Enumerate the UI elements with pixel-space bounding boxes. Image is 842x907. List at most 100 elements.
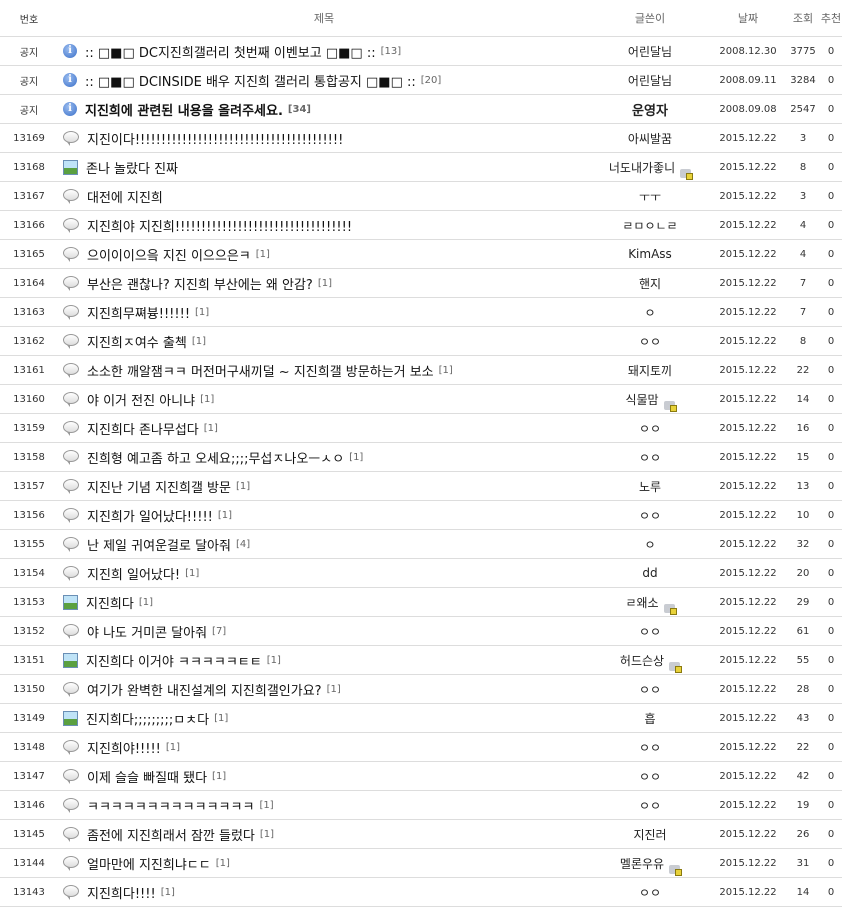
post-title-link[interactable]: 지진희에 관련된 내용을 올려주세요. <box>85 103 283 119</box>
comment-count[interactable]: [1] <box>203 422 218 434</box>
comment-count[interactable]: [1] <box>349 451 364 463</box>
writer-name[interactable]: ㅇㅇ <box>638 624 662 639</box>
writer-name[interactable]: 어린달님 <box>627 44 673 59</box>
table-row: 13161 소소한 깨알잼ㅋㅋ 머전머구새끼덜 ~ 지진희갤 방문하는거 보소 [1… <box>0 355 842 385</box>
post-title-link[interactable]: 소소한 깨알잼ㅋㅋ 머전머구새끼덜 ~ 지진희갤 방문하는거 보소 <box>87 364 434 380</box>
comment-count[interactable]: [1] <box>200 393 215 405</box>
post-title-link[interactable]: 진지희다;;;;;;;;;ㅁㅊ다 <box>86 712 210 728</box>
post-title-link[interactable]: 지진희 일어났다! <box>87 567 181 583</box>
post-title-link[interactable]: 지진희다 존나무섭다 <box>87 422 199 438</box>
writer-name[interactable]: dd <box>642 566 658 580</box>
writer-name[interactable]: 허드슨상 <box>619 653 665 668</box>
comment-count[interactable]: [1] <box>160 886 175 898</box>
post-date: 2015.12.22 <box>710 355 786 385</box>
writer-name[interactable]: 노루 <box>638 479 662 494</box>
comment-count[interactable]: [1] <box>255 248 270 260</box>
post-title-link[interactable]: 대전에 지진희 <box>87 190 163 206</box>
comment-count[interactable]: [1] <box>185 567 200 579</box>
gallog-icon[interactable] <box>663 400 677 412</box>
post-title-link[interactable]: 부산은 괜찮나? 지진희 부산에는 왜 안감? <box>87 277 313 293</box>
comment-count[interactable]: [7] <box>212 625 227 637</box>
comment-count[interactable]: [1] <box>317 277 332 289</box>
writer-name[interactable]: ㅇㅇ <box>638 740 662 755</box>
gallog-icon[interactable] <box>663 603 677 615</box>
writer-name[interactable]: ㅇㅇ <box>638 885 662 900</box>
writer-name[interactable]: ㄹ왜소 <box>625 595 659 610</box>
comment-count[interactable]: [1] <box>259 799 274 811</box>
post-title-link[interactable]: :: □■□ DC지진희갤러리 첫번째 이벤보고 □■□ :: <box>85 45 376 61</box>
post-title-link[interactable]: 존나 놀랐다 진짜 <box>86 161 178 177</box>
comment-count[interactable]: [34] <box>287 103 311 115</box>
post-title-link[interactable]: 난 제일 귀여운걸로 달아줘 <box>87 538 231 554</box>
writer-name[interactable]: ㅇㅇ <box>638 450 662 465</box>
post-number: 공지 <box>0 36 58 66</box>
writer-name[interactable]: 아씨발꿈 <box>627 131 673 146</box>
post-title-link[interactable]: 지진희무쪄븅!!!!!! <box>87 306 191 322</box>
post-title-link[interactable]: 여기가 완벽한 내진설계의 지진희갤인가요? <box>87 683 322 699</box>
comment-count[interactable]: [1] <box>438 364 453 376</box>
view-count: 14 <box>786 384 820 414</box>
writer-name[interactable]: ㅇㅇ <box>638 421 662 436</box>
writer-name[interactable]: ㅇ <box>644 305 656 320</box>
post-title-link[interactable]: 지진희ㅈ여수 출첵 <box>87 335 187 351</box>
comment-count[interactable]: [4] <box>235 538 251 550</box>
writer-name[interactable]: 운영자 <box>632 103 668 119</box>
table-row: 13145 좀전에 지진희래서 잠깐 들렀다 [1] 지진러 2015.12.22 26 0 <box>0 819 842 849</box>
comment-count[interactable]: [1] <box>191 335 206 347</box>
comment-count[interactable]: [1] <box>217 509 233 521</box>
writer-name[interactable]: 흡 <box>644 711 656 726</box>
post-title-link[interactable]: 지진난 기념 지진희갤 방문 <box>87 480 231 496</box>
post-title-link[interactable]: 야 이거 전진 아니냐 <box>87 393 196 409</box>
writer-name[interactable]: ㅇㅇ <box>638 769 662 784</box>
writer-name[interactable]: KimAss <box>628 247 672 261</box>
post-title-link[interactable]: 지진희야 지진희!!!!!!!!!!!!!!!!!!!!!!!!!!!!!!!!… <box>87 219 353 235</box>
post-title-link[interactable]: 지진이다!!!!!!!!!!!!!!!!!!!!!!!!!!!!!!!!!!!!… <box>87 132 344 148</box>
writer-name[interactable]: ㅜㅜ <box>638 189 662 204</box>
writer-name[interactable]: 어린달님 <box>627 73 673 88</box>
writer-name[interactable]: 멜론우유 <box>619 856 665 871</box>
post-title-link[interactable]: 얼마만에 지진희냐ㄷㄷ <box>87 857 211 873</box>
writer-name[interactable]: ㅇㅇ <box>638 508 662 523</box>
comment-count[interactable]: [1] <box>214 712 229 724</box>
comment-count[interactable]: [1] <box>215 857 230 869</box>
post-title-link[interactable]: 지진희다 <box>86 596 134 612</box>
post-title-link[interactable]: 으이이이으읔 지진 이으으은ㅋ <box>87 248 251 264</box>
comment-count[interactable]: [1] <box>259 828 275 840</box>
comment-count[interactable]: [1] <box>195 306 210 318</box>
comment-count[interactable]: [1] <box>165 741 181 753</box>
post-date: 2015.12.22 <box>710 703 786 733</box>
writer-name[interactable]: 너도내가좋니 <box>608 160 676 175</box>
writer-name[interactable]: 식물맘 <box>625 392 659 407</box>
writer-name[interactable]: 돼지토끼 <box>627 363 673 378</box>
comment-count[interactable]: [1] <box>138 596 154 608</box>
post-title-link[interactable]: 진희형 예고좀 하고 오세요;;;;무섭ㅈ나오ㅡㅅㅇ <box>87 451 345 467</box>
post-title-link[interactable]: 야 나도 거미콘 달아줘 <box>87 625 208 641</box>
table-row: 13144 얼마만에 지진희냐ㄷㄷ [1] 멜론우유 2015.12.22 31 0 <box>0 848 842 878</box>
post-title-link[interactable]: 지진희가 일어났다!!!!! <box>87 509 213 525</box>
post-title-link[interactable]: 이제 슬슬 빠질때 됐다 <box>87 770 208 786</box>
post-title-link[interactable]: :: □■□ DCINSIDE 배우 지진희 갤러리 통합공지 □■□ :: <box>85 74 416 90</box>
post-title-link[interactable]: 지진희다 이거야 ㅋㅋㅋㅋㅋㅌㅌ <box>86 654 262 670</box>
speech-bubble-icon <box>63 566 79 581</box>
writer-name[interactable]: 핸지 <box>638 276 662 291</box>
comment-count[interactable]: [20] <box>420 74 442 86</box>
gallog-icon[interactable] <box>680 168 694 180</box>
comment-count[interactable]: [13] <box>380 45 402 57</box>
writer-name[interactable]: ㄹㅁㅇㄴㄹ <box>622 218 678 233</box>
comment-count[interactable]: [1] <box>235 480 251 492</box>
post-title-link[interactable]: 좀전에 지진희래서 잠깐 들렀다 <box>87 828 255 844</box>
writer-name[interactable]: 지진러 <box>633 827 667 842</box>
writer-name[interactable]: ㅇㅇ <box>638 682 662 697</box>
writer-name[interactable]: ㅇㅇ <box>638 334 662 349</box>
view-count: 4 <box>786 210 820 240</box>
comment-count[interactable]: [1] <box>212 770 227 782</box>
comment-count[interactable]: [1] <box>326 683 341 695</box>
writer-name[interactable]: ㅇ <box>644 537 656 552</box>
post-title-link[interactable]: 지진희다!!!! <box>87 886 156 902</box>
writer-name[interactable]: ㅇㅇ <box>638 798 662 813</box>
gallog-icon[interactable] <box>669 661 683 673</box>
post-title-link[interactable]: 지진희야!!!!! <box>87 741 161 757</box>
gallog-icon[interactable] <box>669 864 683 876</box>
post-title-link[interactable]: ㅋㅋㅋㅋㅋㅋㅋㅋㅋㅋㅋㅋㅋㅋ <box>87 799 255 815</box>
comment-count[interactable]: [1] <box>266 654 281 666</box>
